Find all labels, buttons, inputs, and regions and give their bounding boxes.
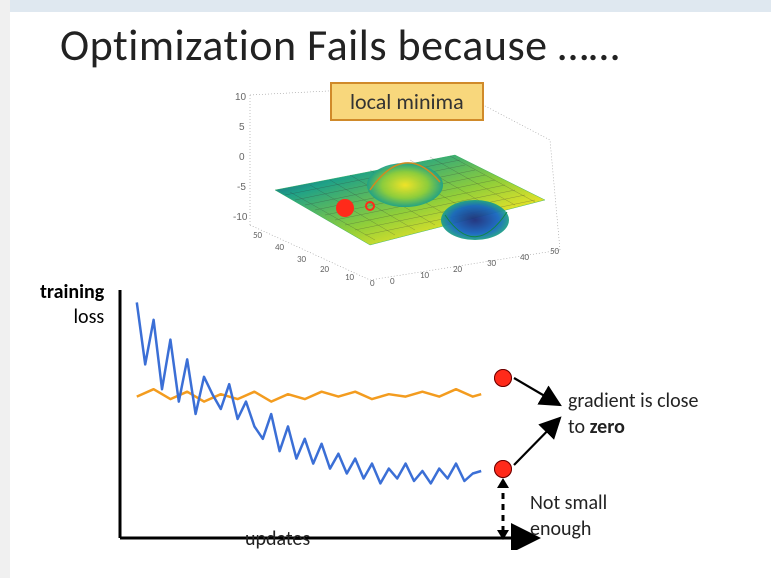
- svg-text:10: 10: [235, 92, 247, 103]
- svg-text:30: 30: [297, 254, 307, 265]
- page-title: Optimization Fails because ……: [60, 18, 620, 72]
- svg-text:40: 40: [275, 242, 285, 253]
- blue-end-marker: [494, 460, 512, 478]
- svg-text:20: 20: [320, 264, 330, 275]
- svg-text:40: 40: [520, 252, 530, 263]
- svg-text:5: 5: [239, 122, 245, 133]
- loss-chart: [100, 280, 560, 550]
- gradient-line2a: to: [568, 415, 590, 439]
- loss-chart-xlabel: updates: [245, 527, 310, 551]
- local-minima-label: local minima: [330, 82, 484, 121]
- loss-chart-ylabel: training loss: [40, 280, 104, 330]
- gradient-line1: gradient is close: [568, 389, 698, 413]
- top-strip: [0, 0, 771, 12]
- gradient-zero-annotation: gradient is close to zero: [568, 388, 698, 440]
- svg-text:20: 20: [453, 264, 463, 275]
- svg-text:50: 50: [253, 230, 263, 241]
- orange-end-marker: [494, 369, 512, 387]
- not-small-line2: enough: [530, 517, 591, 541]
- svg-text:50: 50: [550, 246, 560, 257]
- svg-text:0: 0: [239, 152, 245, 163]
- svg-text:-10: -10: [233, 212, 248, 223]
- not-small-annotation: Not small enough: [530, 490, 607, 542]
- orange-loss-line: [137, 389, 481, 401]
- left-strip: [0, 0, 10, 578]
- gradient-line2-bold: zero: [590, 415, 625, 439]
- local-minima-marker: [336, 199, 354, 217]
- not-small-line1: Not small: [530, 491, 607, 515]
- svg-text:30: 30: [487, 258, 497, 269]
- svg-text:-5: -5: [237, 182, 246, 193]
- ylabel-bold: training: [40, 280, 104, 304]
